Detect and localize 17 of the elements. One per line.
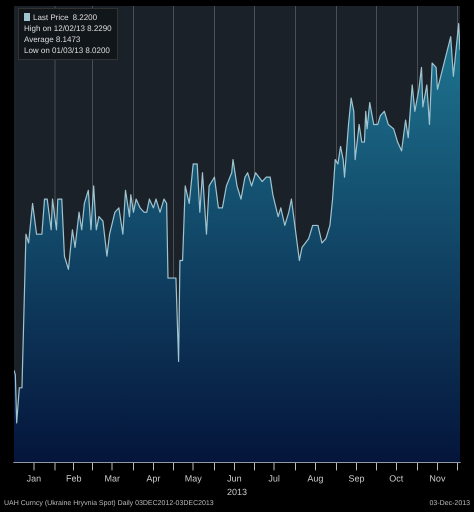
x-tick-label: Nov bbox=[429, 473, 446, 484]
annotation: High on 12/02/13 8.2290 bbox=[24, 23, 112, 34]
annotation: Average 8.1473 bbox=[24, 34, 82, 45]
x-tick-label: Jul bbox=[268, 473, 280, 484]
x-tick-label: Feb bbox=[66, 473, 82, 484]
x-tick-label: Apr bbox=[146, 473, 160, 484]
x-tick-label: Sep bbox=[348, 473, 364, 484]
x-tick-label: Aug bbox=[307, 473, 324, 484]
annotation: Low on 01/03/13 8.0200 bbox=[24, 45, 111, 56]
x-axis-title: 2013 bbox=[226, 487, 248, 498]
legend-label: Last Price bbox=[33, 13, 69, 22]
x-tick-label: Jan bbox=[26, 473, 42, 484]
x-tick-label: May bbox=[184, 473, 202, 484]
text: 8.2200 bbox=[72, 13, 98, 22]
x-tick-label: Mar bbox=[104, 473, 120, 484]
x-tick-label: Oct bbox=[389, 473, 404, 484]
x-tick-label: Jun bbox=[227, 473, 242, 484]
